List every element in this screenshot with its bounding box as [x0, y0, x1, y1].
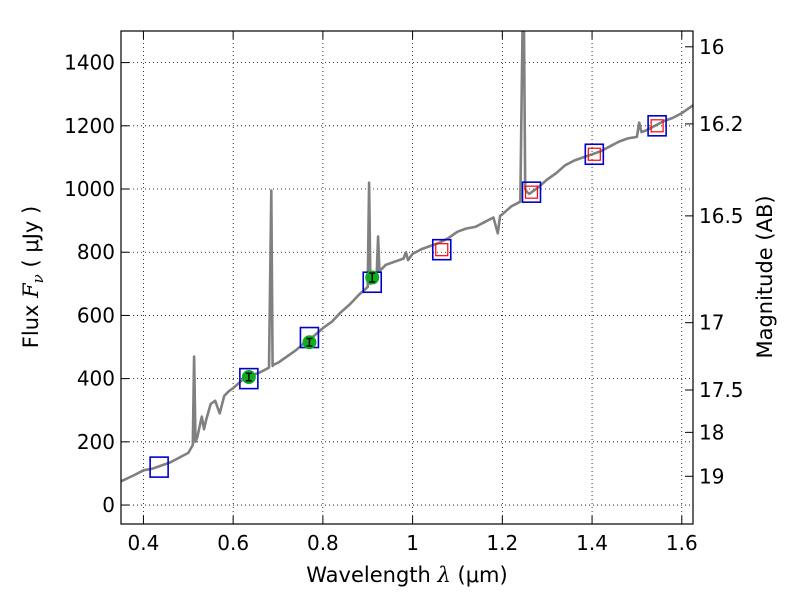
plot-frame [120, 30, 694, 525]
x-tick-label: 1.4 [576, 531, 608, 555]
y-axis-label: Flux Fν ( μJy ) [19, 206, 47, 348]
y-tick-label: 1000 [64, 177, 115, 201]
y-tick-label: 0 [102, 493, 115, 517]
y2-tick-label: 18 [699, 420, 724, 444]
y2-tick-label: 16 [699, 35, 724, 59]
photometry-box [149, 456, 169, 478]
y2-tick-label: 19 [699, 464, 724, 488]
x-tick-label: 0.6 [217, 531, 249, 555]
y2-tick-label: 17.5 [699, 378, 744, 402]
model-box [650, 119, 664, 133]
x-tick-label: 1.6 [666, 531, 698, 555]
photometry-box [431, 238, 452, 261]
photometry-box [521, 181, 542, 203]
x-tick-label: 0.8 [307, 531, 339, 555]
y-tick-label: 600 [77, 303, 115, 327]
y-tick-label: 800 [77, 240, 115, 264]
y2-axis: 16 16.2 16.5 17 17.5 18 19 [685, 35, 744, 488]
y-tick-label: 200 [77, 430, 115, 454]
model-box [587, 147, 601, 161]
y2-tick-label: 16.2 [699, 112, 744, 136]
model-box [524, 185, 539, 199]
grid-lines [121, 31, 693, 524]
x-tick-label: 1 [406, 531, 419, 555]
y-axis: 0 200 400 600 800 1000 1200 1400 [64, 51, 129, 517]
y-tick-label: 1200 [64, 114, 115, 138]
photometry-box [584, 143, 605, 166]
x-axis: 0.4 0.6 0.8 1 1.2 1.4 1.6 [128, 31, 698, 555]
y-tick-label: 400 [77, 367, 115, 391]
y2-axis-label: Magnitude (AB) [753, 195, 777, 358]
photometry-box [647, 115, 667, 137]
x-tick-label: 0.4 [128, 531, 160, 555]
series-layer [121, 31, 693, 483]
plot-area [121, 31, 693, 483]
plot-background [121, 31, 693, 524]
spectrum-line [121, 31, 693, 483]
model-box [435, 243, 449, 257]
y2-tick-label: 17 [699, 311, 724, 335]
y2-tick-label: 16.5 [699, 204, 744, 228]
x-tick-label: 1.2 [486, 531, 518, 555]
y-tick-label: 1400 [64, 51, 115, 75]
x-axis-label: Wavelength λ (μm) [306, 563, 507, 587]
photometry-box [239, 367, 259, 390]
